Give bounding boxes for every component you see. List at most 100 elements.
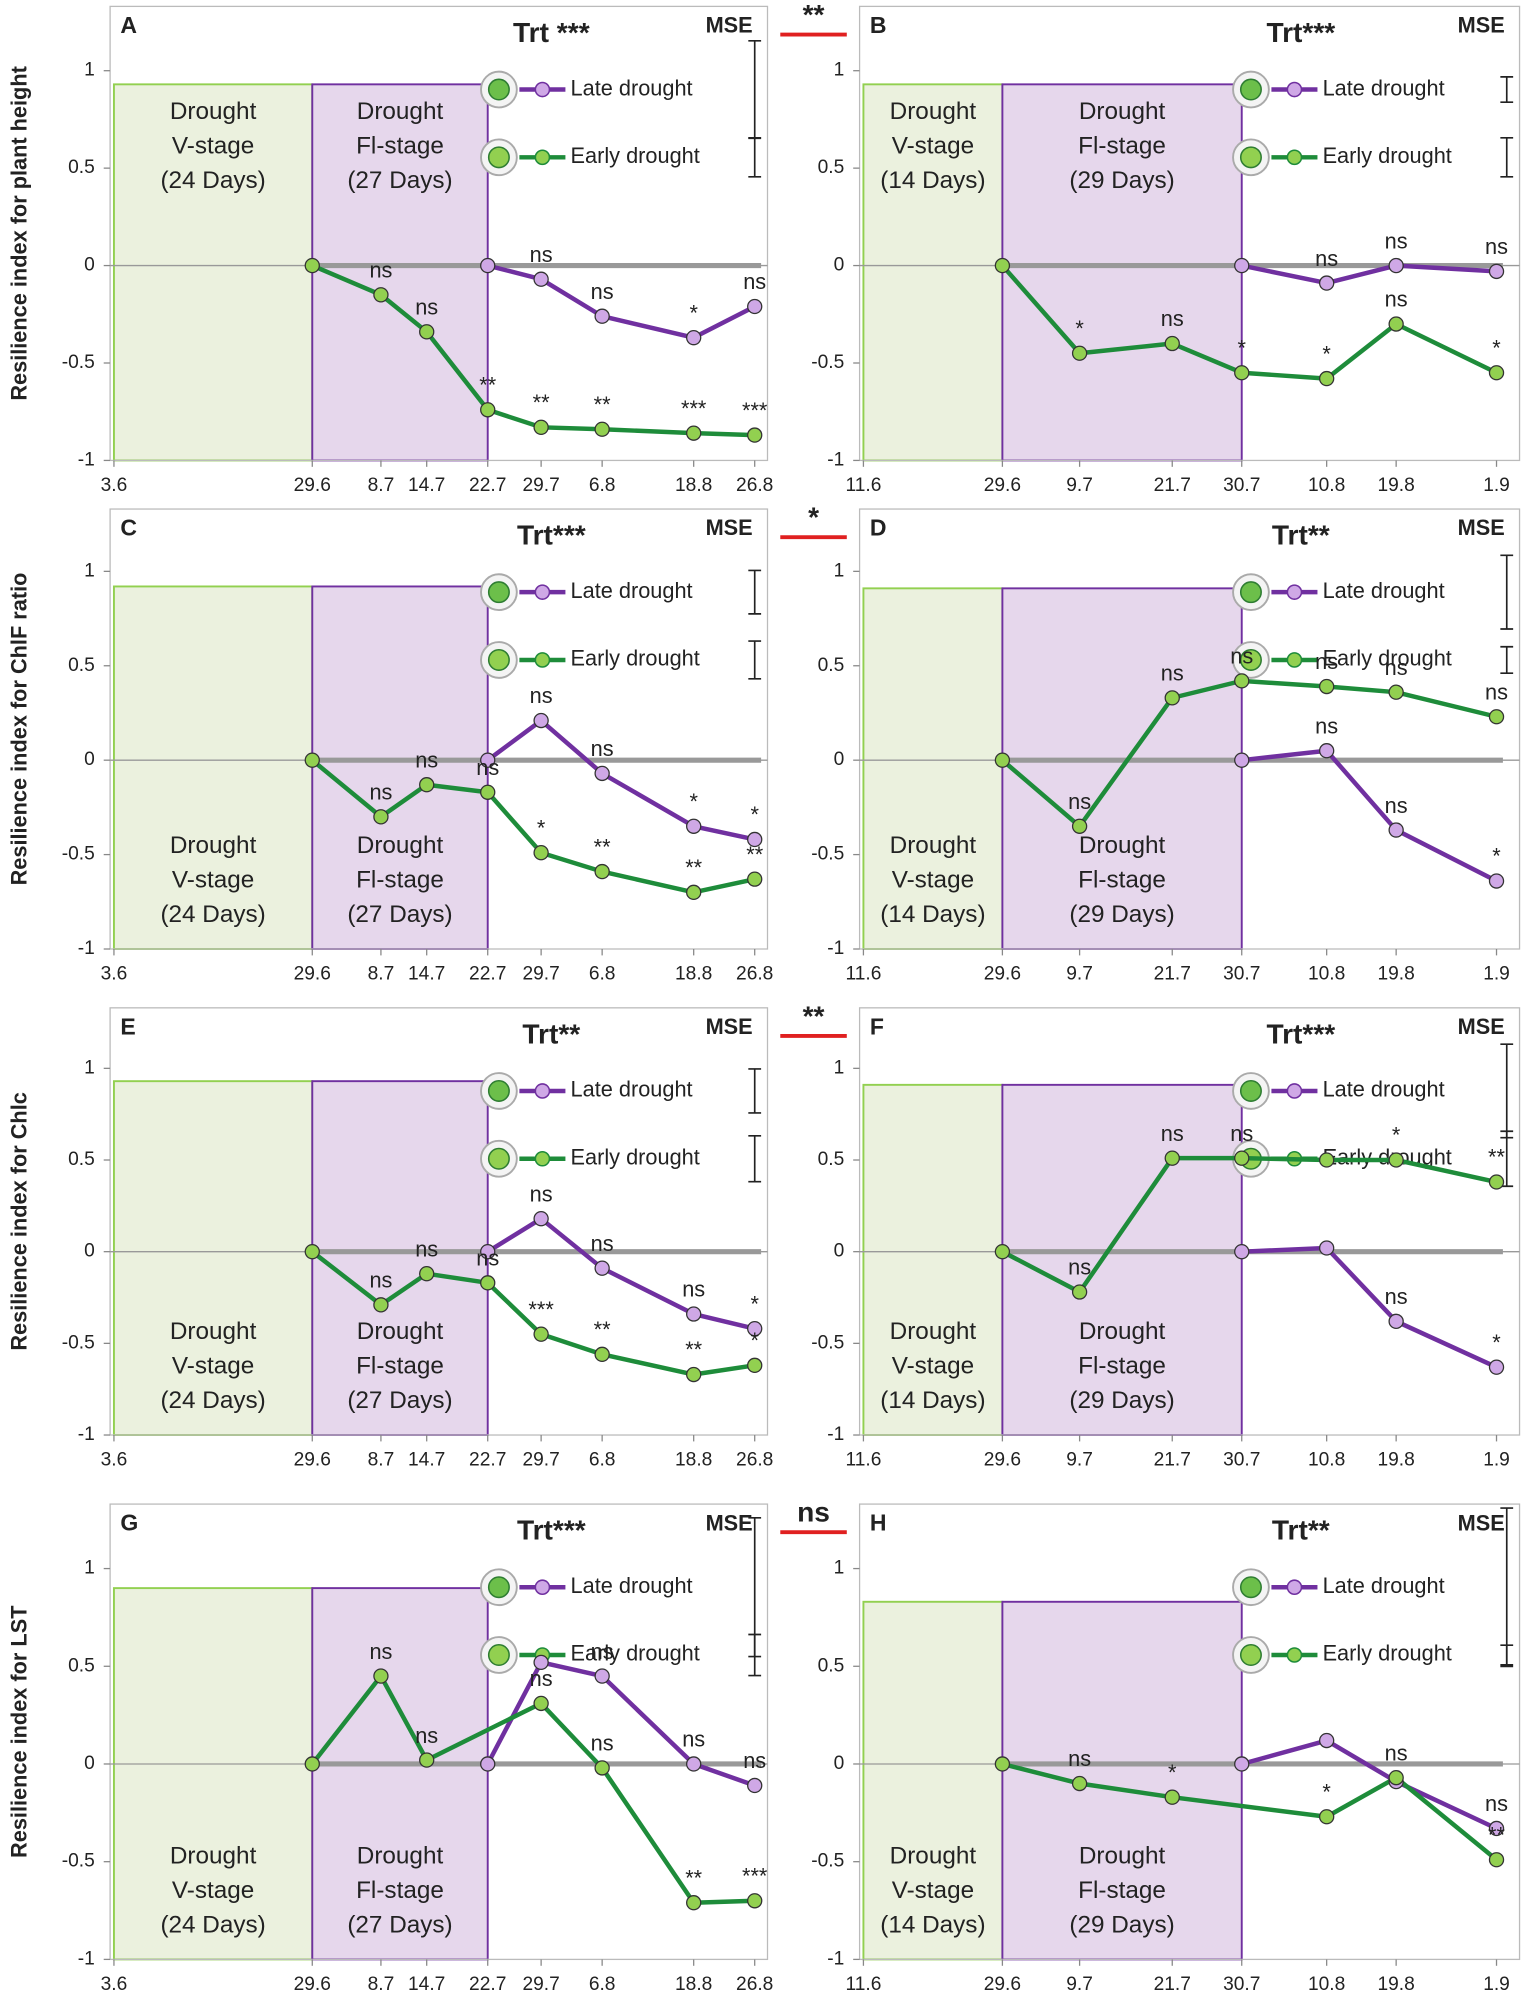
data-point <box>747 427 763 443</box>
stage-label: (27 Days) <box>347 167 452 194</box>
stage-label: (27 Days) <box>347 901 452 928</box>
x-tick-label: 22.7 <box>469 1974 506 1995</box>
y-tick-label: 0 <box>84 1241 95 1262</box>
stage-label: V-stage <box>172 867 254 894</box>
legend-icon-leaf <box>487 648 510 671</box>
data-point <box>1071 1284 1088 1300</box>
stage-label: Fl-stage <box>1078 867 1166 894</box>
significance-label: ** <box>594 834 611 859</box>
data-point <box>480 257 496 274</box>
stage-label: Drought <box>357 1843 444 1870</box>
panel-letter: E <box>120 1013 135 1039</box>
x-tick-label: 6.8 <box>589 475 616 496</box>
legend-label: Late drought <box>1323 75 1445 100</box>
x-tick-label: 22.7 <box>469 475 506 496</box>
significance-label: ns <box>591 279 614 304</box>
legend-icon-leaf <box>487 146 510 169</box>
legend-icon-leaf <box>1239 648 1262 671</box>
data-point <box>686 884 702 901</box>
data-point <box>1388 257 1404 274</box>
x-tick-label: 8.7 <box>368 1450 395 1471</box>
data-point <box>1318 275 1335 291</box>
data-point <box>994 1244 1011 1260</box>
plot-frame <box>858 1007 1521 1436</box>
data-point <box>533 845 549 861</box>
stage-label: Drought <box>1079 1318 1166 1345</box>
data-point <box>594 421 610 437</box>
panel: Drought V-stage (24 Days) Drought Fl-stage (2… <box>62 508 773 985</box>
mse-bar <box>748 136 762 178</box>
x-tick-label: 3.6 <box>101 475 128 496</box>
plot-frame <box>109 5 769 462</box>
stage-label: V-stage <box>892 1353 974 1380</box>
series-line <box>310 1249 756 1377</box>
panel-letter: G <box>120 1510 138 1536</box>
stage-label: V-stage <box>172 1877 254 1904</box>
x-tick-label: 3.6 <box>101 1974 128 1995</box>
significance-label: *** <box>742 1864 768 1889</box>
stage-label: V-stage <box>172 132 254 159</box>
significance-label: ns <box>415 1723 438 1748</box>
x-tick-label: 26.8 <box>736 475 773 496</box>
legend-icon-leaf <box>487 78 510 101</box>
y-tick-label: 1 <box>834 1558 845 1579</box>
data-point <box>1234 257 1250 274</box>
data-point <box>1388 1152 1404 1168</box>
panel-letter: H <box>870 1510 887 1536</box>
data-point <box>1488 873 1505 889</box>
data-point <box>686 1895 702 1911</box>
significance-label: ns <box>591 736 614 761</box>
data-point <box>304 1244 320 1260</box>
legend-marker <box>534 1579 551 1596</box>
data-point <box>1388 1313 1404 1330</box>
legend-icon-leaf <box>1239 146 1262 169</box>
y-tick-label: 1 <box>84 1558 95 1579</box>
x-tick-label: 29.6 <box>984 1974 1021 1995</box>
series-line <box>487 263 756 340</box>
stage-label: Fl-stage <box>1078 132 1166 159</box>
y-tick-label: -1 <box>827 1948 844 1969</box>
stage-region <box>112 1587 314 1961</box>
data-point <box>1234 673 1250 689</box>
legend-label: Early drought <box>1323 1641 1452 1666</box>
significance-label: ** <box>685 1865 702 1890</box>
data-point <box>533 1695 549 1712</box>
stage-label: Drought <box>890 98 977 125</box>
data-point <box>480 1756 496 1772</box>
x-tick-label: 3.6 <box>101 964 128 985</box>
x-tick-label: 29.6 <box>984 1450 1021 1471</box>
legend-marker <box>1286 584 1303 600</box>
legend-marker <box>1286 1579 1303 1596</box>
legend-marker <box>1286 1647 1303 1663</box>
y-tick-label: 0.5 <box>818 157 845 178</box>
legend-marker <box>534 81 551 98</box>
x-tick-label: 6.8 <box>589 1974 616 1995</box>
x-tick-label: 8.7 <box>368 964 395 985</box>
x-tick-label: 18.8 <box>675 964 712 985</box>
data-point <box>1318 743 1335 759</box>
comparison-label: ns <box>797 1497 830 1528</box>
significance-label: ** <box>1488 1822 1505 1847</box>
significance-label: * <box>750 1328 759 1353</box>
x-tick-label: 6.8 <box>589 964 616 985</box>
stage-label: Fl-stage <box>356 867 444 894</box>
significance-label: *** <box>742 398 768 423</box>
significance-label: * <box>689 789 698 814</box>
stage-region <box>311 1080 489 1436</box>
comparison-label: * <box>808 502 819 533</box>
data-point <box>480 402 496 418</box>
significance-label: * <box>750 802 759 827</box>
significance-label: *** <box>681 396 707 421</box>
data-point <box>1164 690 1180 706</box>
data-point <box>1488 709 1505 725</box>
legend-label: Late drought <box>571 75 693 100</box>
data-point <box>1488 263 1505 280</box>
y-tick-label: -0.5 <box>62 1851 95 1872</box>
stage-region <box>862 587 1004 950</box>
trt-label: Trt*** <box>517 1515 586 1546</box>
series-line <box>311 263 755 438</box>
significance-label: * <box>1492 844 1501 869</box>
mse-bar <box>1500 554 1514 630</box>
mse-bar <box>748 39 762 140</box>
significance-label: ns <box>1161 1121 1184 1146</box>
